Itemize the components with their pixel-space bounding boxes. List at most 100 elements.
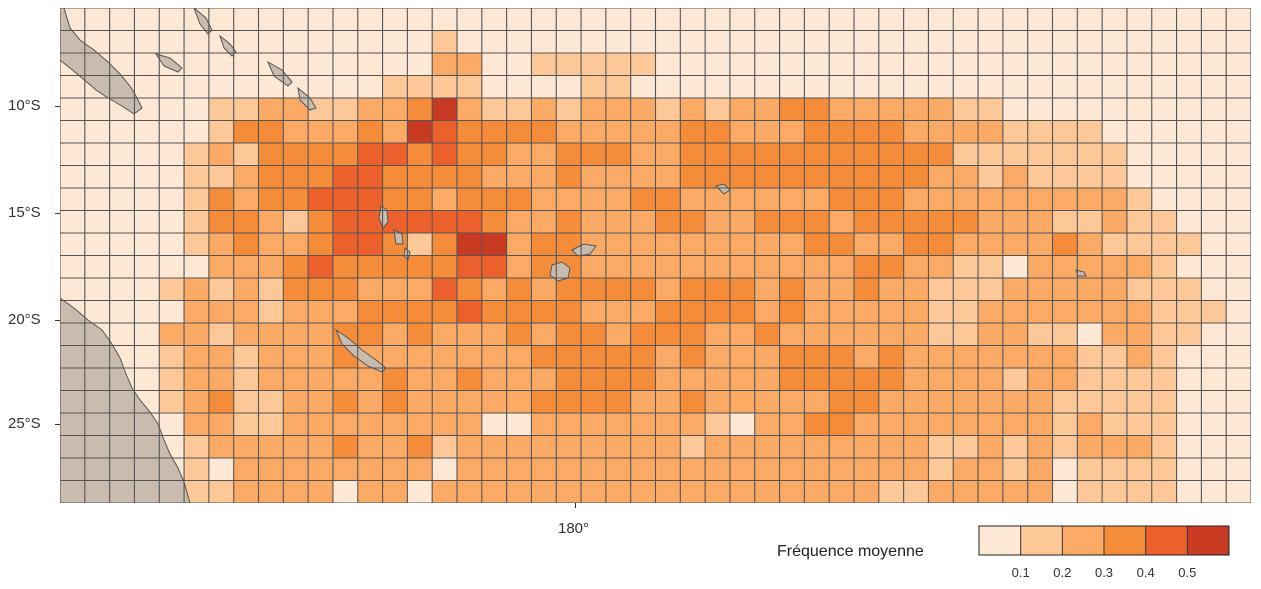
australia-landmass: [60, 297, 191, 503]
heatmap-cell: [581, 98, 607, 121]
heatmap-cell: [729, 120, 756, 144]
heatmap-cell: [134, 188, 160, 211]
heatmap-cell: [605, 390, 632, 414]
heatmap-cell: [84, 233, 111, 256]
heatmap-cell: [233, 458, 259, 481]
heatmap-cell: [978, 233, 1004, 256]
heatmap-cell: [1176, 210, 1202, 234]
heatmap-cell: [1201, 255, 1227, 279]
heatmap-cell: [283, 390, 309, 414]
heatmap-cell: [1027, 143, 1053, 166]
heatmap-cell: [903, 323, 929, 346]
heatmap-cell: [159, 368, 185, 391]
heatmap-cell: [1201, 413, 1227, 436]
heatmap-cell: [854, 323, 880, 346]
heatmap-cell: [208, 233, 235, 256]
heatmap-cell: [481, 345, 508, 369]
heatmap-cell: [953, 210, 979, 234]
heatmap-cell: [1102, 413, 1128, 436]
heatmap-cell: [1226, 458, 1251, 481]
heatmap-cell: [779, 368, 805, 391]
heatmap-cell: [208, 53, 235, 76]
heatmap-cell: [407, 368, 433, 391]
heatmap-cell: [109, 233, 135, 256]
heatmap-cell: [332, 165, 359, 189]
heatmap-cell: [1052, 210, 1078, 234]
heatmap-cell: [903, 8, 929, 31]
heatmap-cell: [878, 210, 905, 234]
heatmap-cell: [680, 188, 706, 211]
heatmap-cell: [556, 368, 582, 391]
heatmap-cell: [1002, 480, 1029, 503]
heatmap-cell: [308, 188, 334, 211]
heatmap-cell: [159, 210, 185, 234]
heatmap-cell: [556, 98, 582, 121]
heatmap-cell: [655, 345, 681, 369]
heatmap-cell: [754, 75, 780, 99]
heatmap-cell: [1052, 368, 1078, 391]
heatmap-cell: [1052, 53, 1078, 76]
heatmap-cell: [630, 300, 656, 324]
heatmap-cell: [283, 210, 309, 234]
heatmap-cell: [531, 75, 557, 99]
heatmap-cell: [729, 435, 756, 459]
heatmap-cell: [481, 8, 508, 31]
heatmap-cell: [531, 345, 557, 369]
heatmap-cell: [332, 323, 359, 346]
heatmap-cell: [953, 53, 979, 76]
heatmap-cell: [655, 30, 681, 54]
heatmap-cell: [1176, 165, 1202, 189]
heatmap-cell: [332, 368, 359, 391]
heatmap-cell: [357, 233, 383, 256]
heatmap-cell: [506, 323, 532, 346]
heatmap-cell: [804, 233, 830, 256]
heatmap-cell: [729, 255, 756, 279]
heatmap-cell: [854, 345, 880, 369]
heatmap-cell: [506, 165, 532, 189]
heatmap-cell: [854, 480, 880, 503]
heatmap-cell: [233, 165, 259, 189]
heatmap-cell: [531, 8, 557, 31]
heatmap-cell: [432, 143, 458, 166]
heatmap-cell: [655, 255, 681, 279]
heatmap-cell: [854, 143, 880, 166]
heatmap-cell: [680, 390, 706, 414]
heatmap-cell: [556, 143, 582, 166]
heatmap-cell: [829, 435, 855, 459]
heatmap-cell: [134, 233, 160, 256]
heatmap-cell: [506, 435, 532, 459]
heatmap-cell: [159, 188, 185, 211]
heatmap-cell: [804, 458, 830, 481]
heatmap-cell: [605, 188, 632, 211]
heatmap-cell: [1027, 300, 1053, 324]
heatmap-cell: [1151, 98, 1177, 121]
heatmap-cell: [308, 120, 334, 144]
heatmap-cell: [928, 8, 954, 31]
heatmap-cell: [481, 210, 508, 234]
heatmap-cell: [382, 143, 408, 166]
heatmap-cell: [705, 323, 731, 346]
heatmap-cell: [556, 30, 582, 54]
heatmap-cell: [357, 323, 383, 346]
heatmap-cell: [804, 98, 830, 121]
heatmap-cell: [332, 53, 359, 76]
heatmap-cell: [457, 188, 483, 211]
grid-lines: [60, 8, 1251, 503]
heatmap-cell: [1151, 278, 1177, 301]
heatmap-cell: [506, 300, 532, 324]
island-c: [266, 60, 293, 87]
heatmap-cell: [159, 345, 185, 369]
heatmap-cell: [283, 255, 309, 279]
heatmap-cell: [928, 255, 954, 279]
heatmap-cell: [184, 435, 210, 459]
heatmap-cell: [1226, 278, 1251, 301]
heatmap-cell: [581, 435, 607, 459]
heatmap-cell: [531, 53, 557, 76]
heatmap-cell: [605, 75, 632, 99]
heatmap-cell: [630, 53, 656, 76]
heatmap-cell: [978, 435, 1004, 459]
heatmap-cell: [457, 210, 483, 234]
heatmap-cell: [1077, 323, 1103, 346]
heatmap-cell: [457, 143, 483, 166]
heatmap-cell: [1126, 390, 1153, 414]
